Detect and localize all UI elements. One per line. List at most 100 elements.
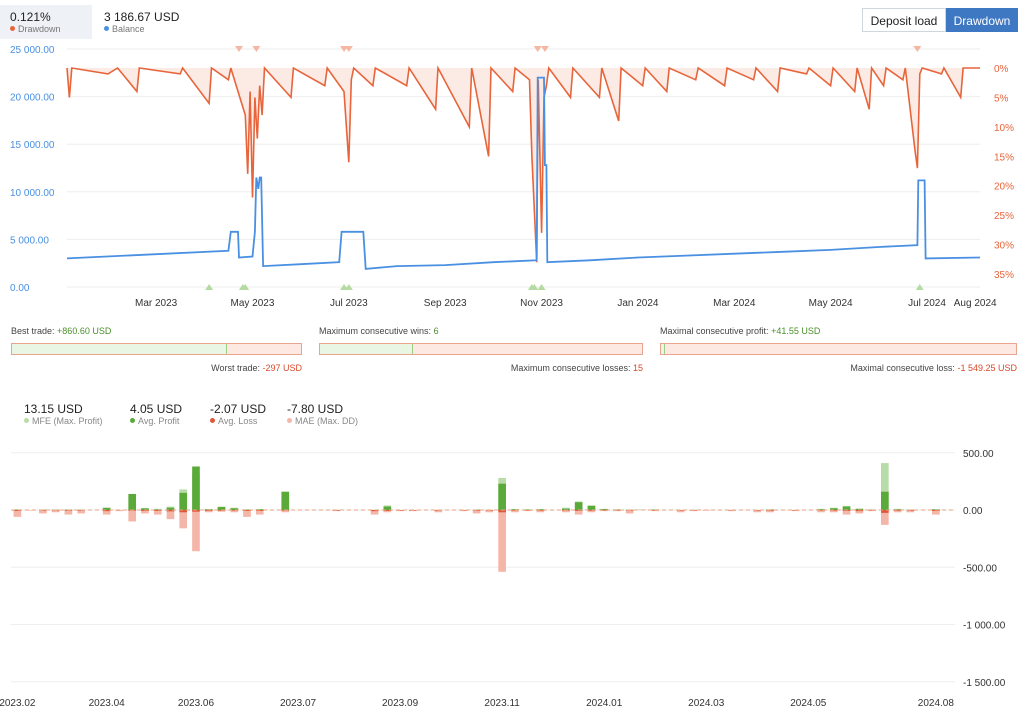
mae-bar	[472, 510, 481, 514]
profit-bar	[141, 508, 149, 510]
mfe-bar	[243, 509, 251, 510]
profit-bar	[383, 506, 392, 510]
mae-bar	[498, 510, 506, 572]
deposit-marker	[530, 284, 539, 290]
profit-bar	[817, 509, 825, 510]
x-tick-label: Jul 2023	[330, 298, 368, 309]
mae-bar	[434, 510, 443, 513]
mae-bar	[370, 510, 379, 515]
max-consecutive-loss-stat: Maximal consecutive loss: -1 549.25 USD	[850, 363, 1017, 373]
balance-dot-icon	[104, 26, 109, 31]
profit-bar	[498, 483, 506, 510]
x-tick-label: 2023.11	[484, 698, 520, 709]
withdrawal-marker	[540, 46, 549, 52]
mae-bar	[192, 510, 200, 552]
mae-bar	[881, 510, 889, 525]
mae-bar	[651, 510, 660, 512]
avg-loss-summary[interactable]: -2.07 USD Avg. Loss	[210, 402, 266, 426]
loss-bar	[855, 510, 864, 512]
x-tick-label: 2023.02	[0, 698, 36, 709]
mae-bar	[932, 510, 940, 515]
profit-bar	[281, 491, 290, 510]
profit-bar	[829, 508, 838, 510]
loss-bar	[166, 510, 175, 512]
profit-bar	[128, 493, 137, 510]
y-tick-label: 10 000.00	[10, 188, 55, 199]
mae-bar	[842, 510, 851, 515]
drawdown-dot-icon	[10, 26, 15, 31]
y-tick-label: -500.00	[963, 563, 997, 574]
mae-bar	[51, 510, 60, 513]
loss-bar	[13, 510, 22, 511]
balance-line	[66, 76, 981, 270]
avg-loss-value: -2.07 USD	[210, 402, 267, 416]
mae-bar	[332, 510, 341, 512]
consecutive-wins-losses-bar	[319, 343, 643, 355]
loss-bar	[753, 510, 762, 511]
mfe-summary[interactable]: 13.15 USD MFE (Max. Profit)	[24, 402, 103, 426]
loss-bar	[192, 510, 200, 512]
y2-tick-label: 0%	[994, 64, 1009, 75]
mae-bar	[383, 510, 392, 513]
y-tick-label: -1 000.00	[963, 621, 1006, 632]
deposit-marker	[344, 284, 353, 290]
y2-tick-label: 5%	[994, 93, 1009, 104]
mae-bar	[829, 510, 838, 513]
avg-profit-summary[interactable]: 4.05 USD Avg. Profit	[130, 402, 182, 426]
loss-bar	[153, 510, 162, 511]
y-tick-label: 25 000.00	[10, 45, 55, 56]
loss-bar	[370, 510, 379, 512]
withdrawal-marker	[913, 46, 922, 52]
mae-bar	[600, 510, 609, 512]
drawdown-line	[66, 65, 980, 263]
deposit-load-button[interactable]: Deposit load	[862, 8, 946, 32]
mae-bar	[141, 510, 149, 514]
loss-bar	[498, 510, 506, 513]
loss-bar	[881, 510, 889, 513]
mae-bar	[153, 510, 162, 515]
mae-bar	[230, 510, 239, 513]
x-tick-label: 2024.01	[586, 698, 623, 709]
consecutive-wins-fill	[320, 344, 414, 354]
y2-tick-label: 15%	[994, 152, 1014, 163]
mae-bar	[77, 510, 85, 514]
x-tick-label: 2024.08	[918, 698, 955, 709]
y2-tick-label: 10%	[994, 123, 1014, 134]
profit-bar	[855, 508, 864, 510]
x-tick-label: May 2023	[231, 298, 275, 309]
profit-bar	[217, 507, 226, 510]
drawdown-button[interactable]: Drawdown	[946, 8, 1018, 32]
mfe-value: 13.15 USD	[24, 402, 83, 416]
y2-tick-label: 35%	[994, 270, 1014, 281]
balance-drawdown-chart[interactable]: 0.00 5 000.00 10 000.00 15 000.00 20 000.00 2…	[0, 40, 1024, 315]
mae-bar	[893, 510, 902, 513]
consecutive-profit-fill	[661, 344, 665, 354]
deposit-marker	[205, 284, 214, 290]
drawdown-legend[interactable]: 0.121% Drawdown	[0, 5, 92, 39]
profit-bar	[192, 466, 200, 510]
balance-legend[interactable]: 3 186.67 USD Balance	[92, 5, 202, 39]
loss-bar	[893, 510, 902, 511]
best-worst-trade-bar	[11, 343, 302, 355]
avg-profit-label: Avg. Profit	[130, 416, 182, 426]
x-tick-label: 2023.04	[89, 698, 126, 709]
y2-tick-label: 30%	[994, 241, 1014, 252]
profit-bar	[574, 502, 583, 510]
deposit-marker	[915, 284, 924, 290]
mae-bar	[64, 510, 73, 515]
max-consecutive-profit-stat: Maximal consecutive profit: +41.55 USD	[660, 326, 821, 336]
x-tick-label: 2024.05	[790, 698, 827, 709]
x-tick-label: Sep 2023	[424, 298, 467, 309]
mae-bar	[166, 510, 175, 520]
mae-bar	[587, 510, 596, 513]
best-trade-fill	[12, 344, 228, 354]
y-tick-label: 0.00	[963, 506, 983, 517]
trade-excursion-chart[interactable]: 500.00 0.00 -500.00 -1 000.00 -1 500.00 2023.…	[0, 440, 1024, 713]
mae-summary[interactable]: -7.80 USD MAE (Max. DD)	[287, 402, 358, 426]
avg-profit-value: 4.05 USD	[130, 402, 183, 416]
y-tick-label: 500.00	[963, 449, 994, 460]
x-tick-label: Jul 2024	[908, 298, 946, 309]
mae-bar	[753, 510, 762, 513]
deposit-marker	[241, 284, 250, 290]
mae-bar	[204, 510, 213, 513]
